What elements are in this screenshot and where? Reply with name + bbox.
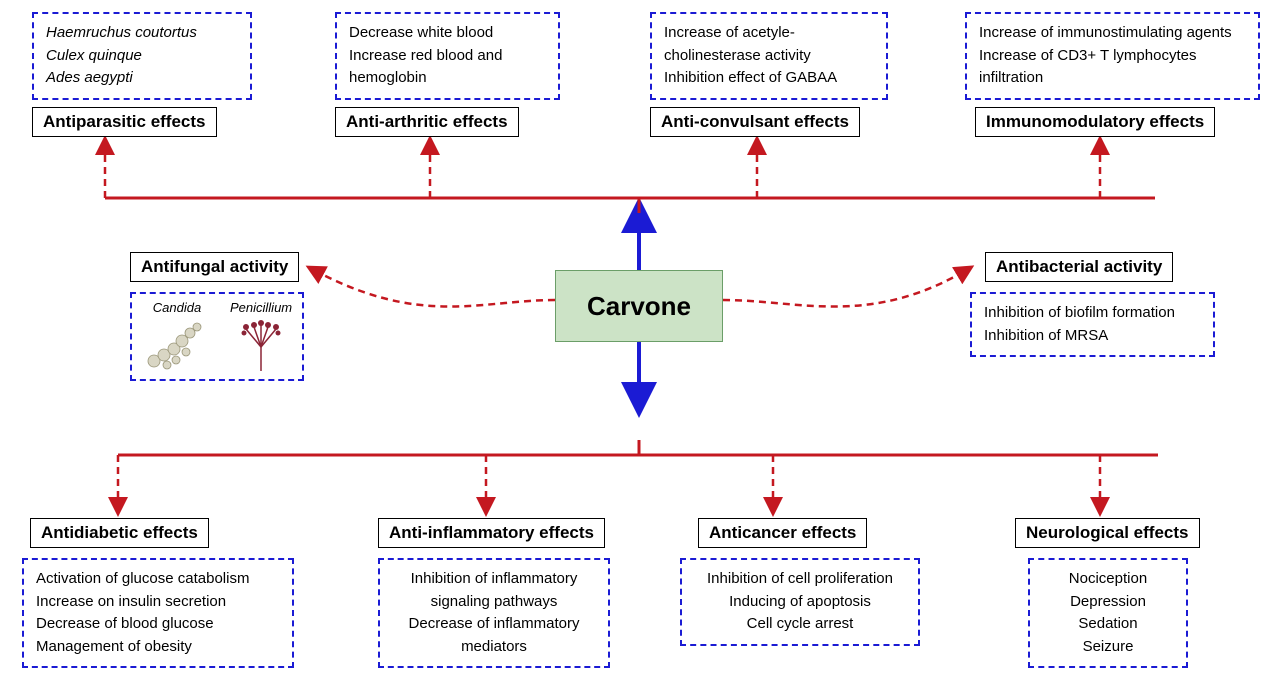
anticonvulsant-details: Increase of acetyle- cholinesterase acti… bbox=[650, 12, 888, 100]
anticancer-label: Anticancer effects bbox=[698, 518, 867, 548]
neuro-label: Neurological effects bbox=[1015, 518, 1200, 548]
penicillium-icon bbox=[234, 319, 289, 373]
antidiabetic-label: Antidiabetic effects bbox=[30, 518, 209, 548]
antiparasitic-details: Haemruchus coutortus Culex quinque Ades … bbox=[32, 12, 252, 100]
antiinflam-label: Anti-inflammatory effects bbox=[378, 518, 605, 548]
immuno-label: Immunomodulatory effects bbox=[975, 107, 1215, 137]
candida-caption: Candida bbox=[153, 300, 201, 315]
anticonvulsant-label: Anti-convulsant effects bbox=[650, 107, 860, 137]
penicillium-caption: Penicillium bbox=[230, 300, 292, 315]
anticancer-details: Inhibition of cell proliferation Inducin… bbox=[680, 558, 920, 646]
candida-icon bbox=[142, 319, 212, 373]
antifungal-label: Antifungal activity bbox=[130, 252, 299, 282]
neuro-details: Nociception Depression Sedation Seizure bbox=[1028, 558, 1188, 668]
immuno-details: Increase of immunostimulating agents Inc… bbox=[965, 12, 1260, 100]
center-carvone: Carvone bbox=[555, 270, 723, 342]
antifungal-details: Candida Penicillium bbox=[130, 292, 304, 381]
antibacterial-details: Inhibition of biofilm formation Inhibiti… bbox=[970, 292, 1215, 357]
antiparasitic-label: Antiparasitic effects bbox=[32, 107, 217, 137]
antiinflam-details: Inhibition of inflammatory signaling pat… bbox=[378, 558, 610, 668]
antiarthritic-details: Decrease white blood Increase red blood … bbox=[335, 12, 560, 100]
antibacterial-label: Antibacterial activity bbox=[985, 252, 1173, 282]
antidiabetic-details: Activation of glucose catabolism Increas… bbox=[22, 558, 294, 668]
antiarthritic-label: Anti-arthritic effects bbox=[335, 107, 519, 137]
